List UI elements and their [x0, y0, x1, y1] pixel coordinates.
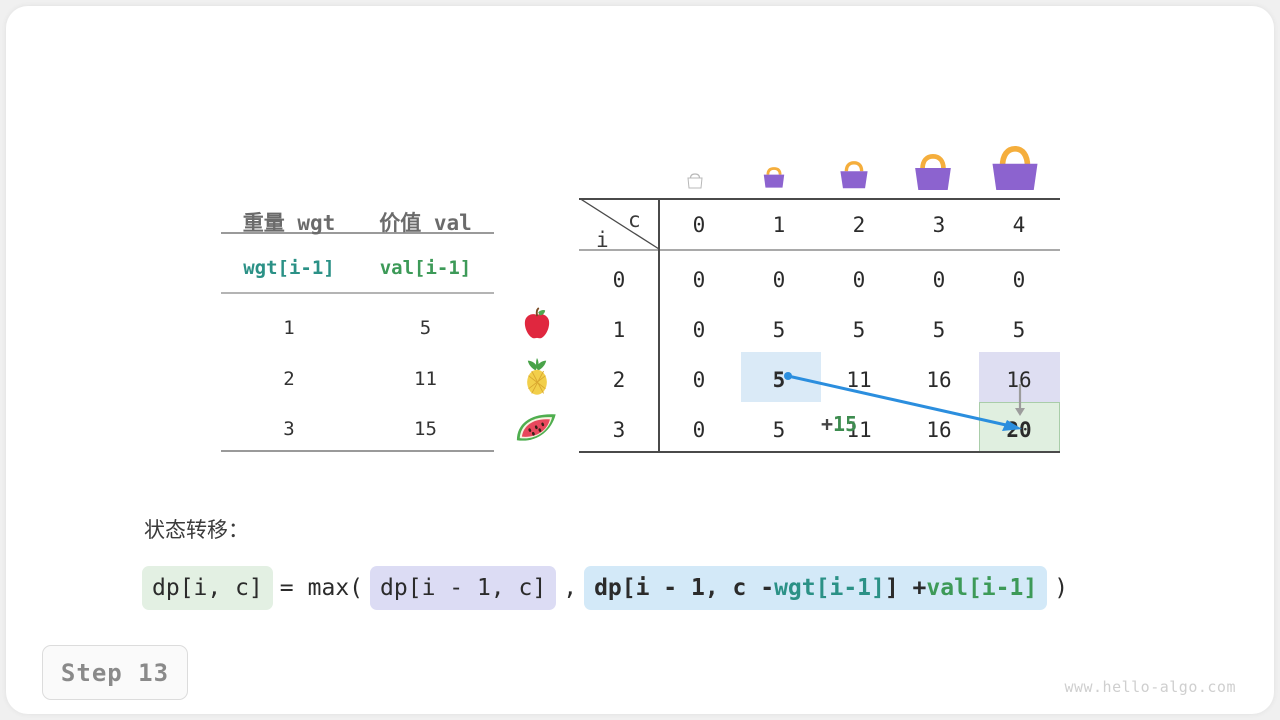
bag-icon-row: [659, 134, 1059, 194]
dp-col-header-0: 0: [692, 213, 706, 237]
dp-rule-vertical: [658, 198, 660, 451]
dp-cell-0-1: 0: [772, 268, 786, 292]
dp-cell-3-4: 20: [1006, 418, 1032, 442]
watermark: www.hello-algo.com: [1064, 678, 1236, 696]
dp-cell-1-0: 0: [692, 318, 706, 342]
item-weight-1: 1: [283, 317, 295, 339]
dp-col-header-4: 4: [1012, 213, 1026, 237]
formula-option-b-val: val[i-1]: [926, 575, 1038, 601]
dp-cell-0-3: 0: [932, 268, 946, 292]
dp-col-header-1: 1: [772, 213, 786, 237]
dp-cell-1-1: 5: [772, 318, 786, 342]
dp-corner-label-i: i: [596, 228, 609, 252]
dp-col-header-3: 3: [932, 213, 946, 237]
dp-table: c i 0 1 2 3 4 0 1 2 3 0 0 0 0 0 0 5 5 5 …: [579, 198, 1060, 453]
dp-row-header-2: 2: [612, 368, 626, 392]
formula-max-open: max(: [307, 575, 364, 601]
dp-rule-bottom: [579, 451, 1060, 453]
bag-size-3-icon: [909, 148, 957, 194]
dp-cell-2-0: 0: [692, 368, 706, 392]
bag-size-0-icon: [684, 170, 706, 194]
formula-option-b-pre: dp[i - 1, c -: [594, 575, 775, 601]
gain-label: +15: [821, 412, 857, 436]
item-value-1: 5: [419, 317, 432, 339]
dp-cell-3-1: 5: [772, 418, 786, 442]
dp-col-header-2: 2: [852, 213, 866, 237]
transition-formula: dp[i, c] = max( dp[i - 1, c] , dp[i - 1,…: [142, 566, 1075, 610]
item-weight-2: 2: [283, 368, 295, 390]
bag-size-1-icon: [759, 162, 789, 194]
item-table-header-value: 价值 val: [379, 211, 472, 235]
formula-close-paren: ): [1054, 575, 1069, 601]
watermelon-icon: [514, 410, 560, 446]
item-table-rule-top: [221, 232, 494, 234]
formula-option-b: dp[i - 1, c - wgt[i-1]] + val[i-1]: [584, 566, 1048, 610]
pineapple-icon: [516, 356, 558, 398]
transition-label: 状态转移：: [144, 518, 249, 542]
item-table-header-weight: 重量 wgt: [242, 211, 336, 235]
dp-cell-2-3: 16: [926, 368, 952, 392]
formula-option-a: dp[i - 1, c]: [370, 566, 557, 610]
dp-cell-0-2: 0: [852, 268, 866, 292]
gain-sign: +: [821, 412, 834, 436]
dp-row-header-0: 0: [612, 268, 626, 292]
gain-value: 15: [833, 412, 858, 436]
dp-cell-0-4: 0: [1012, 268, 1026, 292]
item-table-rule-mid: [221, 292, 494, 294]
dp-corner-label-c: c: [628, 208, 641, 232]
formula-equals: =: [279, 575, 294, 601]
dp-cell-1-2: 5: [852, 318, 866, 342]
step-badge: Step 13: [42, 645, 188, 700]
item-value-3: 15: [414, 418, 437, 440]
dp-cell-1-3: 5: [932, 318, 946, 342]
dp-cell-3-0: 0: [692, 418, 706, 442]
slide-card: 重量 wgt 价值 val wgt[i-1] val[i-1] 1 5 2 11…: [6, 6, 1274, 714]
item-table-subheader-wgt: wgt[i-1]: [243, 257, 335, 279]
item-weight-3: 3: [283, 418, 295, 440]
dp-cell-3-3: 16: [926, 418, 952, 442]
formula-option-b-mid: ] +: [884, 575, 927, 601]
item-table-rule-bottom: [221, 450, 494, 452]
down-arrow-icon: [1015, 384, 1025, 416]
item-value-2: 11: [414, 368, 437, 390]
dp-rule-header: [579, 249, 1060, 251]
bag-size-2-icon: [835, 156, 873, 194]
dp-cell-2-4: 16: [1006, 368, 1032, 392]
formula-option-b-wgt: wgt[i-1]: [774, 575, 885, 601]
dp-cell-0-0: 0: [692, 268, 706, 292]
apple-icon: [516, 306, 558, 346]
dp-row-header-1: 1: [612, 318, 626, 342]
formula-comma: ,: [563, 575, 578, 601]
dp-cell-1-4: 5: [1012, 318, 1026, 342]
bag-size-4-icon: [986, 140, 1044, 194]
dp-row-header-3: 3: [612, 418, 626, 442]
formula-lhs: dp[i, c]: [142, 566, 273, 610]
item-table: 重量 wgt 价值 val wgt[i-1] val[i-1] 1 5 2 11…: [221, 196, 494, 452]
dp-cell-2-1: 5: [772, 368, 786, 392]
dp-rule-top: [579, 198, 1060, 200]
dp-cell-2-2: 11: [846, 368, 872, 392]
item-table-subheader-val: val[i-1]: [379, 257, 472, 279]
dp-corner-diagonal: [579, 198, 660, 250]
